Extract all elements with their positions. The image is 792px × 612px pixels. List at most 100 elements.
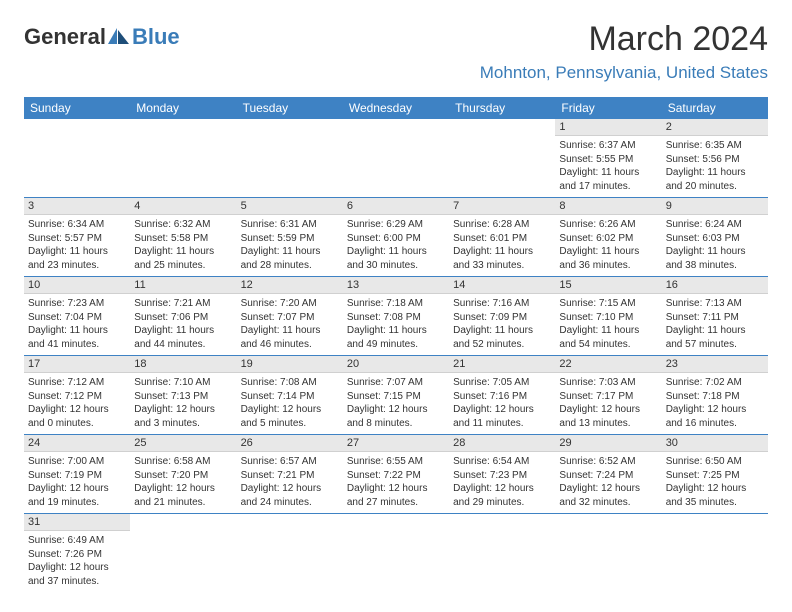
weekday-header: Sunday (24, 97, 130, 119)
day-number: 5 (237, 198, 343, 215)
day-number: 25 (130, 435, 236, 452)
day-info: Sunrise: 7:21 AMSunset: 7:06 PMDaylight:… (130, 294, 236, 355)
calendar-day: 11Sunrise: 7:21 AMSunset: 7:06 PMDayligh… (130, 277, 236, 356)
calendar-day: 16Sunrise: 7:13 AMSunset: 7:11 PMDayligh… (662, 277, 768, 356)
calendar-day: 3Sunrise: 6:34 AMSunset: 5:57 PMDaylight… (24, 198, 130, 277)
logo: General Blue (24, 24, 180, 50)
day-number: 17 (24, 356, 130, 373)
calendar-day: 12Sunrise: 7:20 AMSunset: 7:07 PMDayligh… (237, 277, 343, 356)
calendar-week: 10Sunrise: 7:23 AMSunset: 7:04 PMDayligh… (24, 277, 768, 356)
day-number: 7 (449, 198, 555, 215)
day-info: Sunrise: 7:08 AMSunset: 7:14 PMDaylight:… (237, 373, 343, 434)
calendar-day: 9Sunrise: 6:24 AMSunset: 6:03 PMDaylight… (662, 198, 768, 277)
day-info: Sunrise: 7:13 AMSunset: 7:11 PMDaylight:… (662, 294, 768, 355)
day-number: 14 (449, 277, 555, 294)
calendar-day: 31Sunrise: 6:49 AMSunset: 7:26 PMDayligh… (24, 514, 130, 593)
calendar-day: 23Sunrise: 7:02 AMSunset: 7:18 PMDayligh… (662, 356, 768, 435)
day-number: 23 (662, 356, 768, 373)
calendar-day: 20Sunrise: 7:07 AMSunset: 7:15 PMDayligh… (343, 356, 449, 435)
calendar-empty (24, 119, 130, 198)
weekday-header: Monday (130, 97, 236, 119)
day-number: 19 (237, 356, 343, 373)
day-info: Sunrise: 7:20 AMSunset: 7:07 PMDaylight:… (237, 294, 343, 355)
calendar-week: 3Sunrise: 6:34 AMSunset: 5:57 PMDaylight… (24, 198, 768, 277)
month-title: March 2024 (480, 20, 768, 59)
calendar-day: 29Sunrise: 6:52 AMSunset: 7:24 PMDayligh… (555, 435, 661, 514)
calendar-day: 8Sunrise: 6:26 AMSunset: 6:02 PMDaylight… (555, 198, 661, 277)
calendar-day: 18Sunrise: 7:10 AMSunset: 7:13 PMDayligh… (130, 356, 236, 435)
day-info: Sunrise: 6:28 AMSunset: 6:01 PMDaylight:… (449, 215, 555, 276)
calendar-day: 30Sunrise: 6:50 AMSunset: 7:25 PMDayligh… (662, 435, 768, 514)
weekday-header: Wednesday (343, 97, 449, 119)
calendar-day: 22Sunrise: 7:03 AMSunset: 7:17 PMDayligh… (555, 356, 661, 435)
day-info: Sunrise: 6:32 AMSunset: 5:58 PMDaylight:… (130, 215, 236, 276)
calendar-empty (662, 514, 768, 593)
day-number: 31 (24, 514, 130, 531)
weekday-header: Saturday (662, 97, 768, 119)
calendar-day: 25Sunrise: 6:58 AMSunset: 7:20 PMDayligh… (130, 435, 236, 514)
day-number: 12 (237, 277, 343, 294)
calendar-week: 17Sunrise: 7:12 AMSunset: 7:12 PMDayligh… (24, 356, 768, 435)
day-number: 3 (24, 198, 130, 215)
calendar-empty (343, 514, 449, 593)
day-number: 15 (555, 277, 661, 294)
day-info: Sunrise: 7:16 AMSunset: 7:09 PMDaylight:… (449, 294, 555, 355)
location: Mohnton, Pennsylvania, United States (480, 63, 768, 83)
calendar-week: 24Sunrise: 7:00 AMSunset: 7:19 PMDayligh… (24, 435, 768, 514)
day-info: Sunrise: 7:05 AMSunset: 7:16 PMDaylight:… (449, 373, 555, 434)
calendar-day: 2Sunrise: 6:35 AMSunset: 5:56 PMDaylight… (662, 119, 768, 198)
calendar-day: 24Sunrise: 7:00 AMSunset: 7:19 PMDayligh… (24, 435, 130, 514)
day-number: 9 (662, 198, 768, 215)
calendar-week: 31Sunrise: 6:49 AMSunset: 7:26 PMDayligh… (24, 514, 768, 593)
day-info: Sunrise: 6:24 AMSunset: 6:03 PMDaylight:… (662, 215, 768, 276)
title-block: March 2024 Mohnton, Pennsylvania, United… (480, 20, 768, 83)
calendar-day: 7Sunrise: 6:28 AMSunset: 6:01 PMDaylight… (449, 198, 555, 277)
calendar-day: 10Sunrise: 7:23 AMSunset: 7:04 PMDayligh… (24, 277, 130, 356)
day-info: Sunrise: 6:55 AMSunset: 7:22 PMDaylight:… (343, 452, 449, 513)
day-number: 27 (343, 435, 449, 452)
day-number: 4 (130, 198, 236, 215)
calendar-day: 14Sunrise: 7:16 AMSunset: 7:09 PMDayligh… (449, 277, 555, 356)
day-info: Sunrise: 6:34 AMSunset: 5:57 PMDaylight:… (24, 215, 130, 276)
calendar-day: 19Sunrise: 7:08 AMSunset: 7:14 PMDayligh… (237, 356, 343, 435)
day-number: 22 (555, 356, 661, 373)
day-info: Sunrise: 6:31 AMSunset: 5:59 PMDaylight:… (237, 215, 343, 276)
calendar-empty (130, 514, 236, 593)
calendar-day: 15Sunrise: 7:15 AMSunset: 7:10 PMDayligh… (555, 277, 661, 356)
calendar-table: SundayMondayTuesdayWednesdayThursdayFrid… (24, 97, 768, 592)
calendar-empty (237, 514, 343, 593)
day-info: Sunrise: 6:52 AMSunset: 7:24 PMDaylight:… (555, 452, 661, 513)
calendar-empty (237, 119, 343, 198)
day-info: Sunrise: 6:50 AMSunset: 7:25 PMDaylight:… (662, 452, 768, 513)
day-number: 18 (130, 356, 236, 373)
day-info: Sunrise: 7:00 AMSunset: 7:19 PMDaylight:… (24, 452, 130, 513)
day-number: 26 (237, 435, 343, 452)
weekday-header-row: SundayMondayTuesdayWednesdayThursdayFrid… (24, 97, 768, 119)
logo-text-general: General (24, 24, 106, 50)
day-info: Sunrise: 7:15 AMSunset: 7:10 PMDaylight:… (555, 294, 661, 355)
calendar-day: 27Sunrise: 6:55 AMSunset: 7:22 PMDayligh… (343, 435, 449, 514)
day-info: Sunrise: 6:54 AMSunset: 7:23 PMDaylight:… (449, 452, 555, 513)
day-info: Sunrise: 6:26 AMSunset: 6:02 PMDaylight:… (555, 215, 661, 276)
day-info: Sunrise: 6:35 AMSunset: 5:56 PMDaylight:… (662, 136, 768, 197)
day-number: 2 (662, 119, 768, 136)
calendar-day: 26Sunrise: 6:57 AMSunset: 7:21 PMDayligh… (237, 435, 343, 514)
day-number: 30 (662, 435, 768, 452)
day-info: Sunrise: 7:10 AMSunset: 7:13 PMDaylight:… (130, 373, 236, 434)
logo-text-blue: Blue (132, 24, 180, 50)
day-info: Sunrise: 7:07 AMSunset: 7:15 PMDaylight:… (343, 373, 449, 434)
day-info: Sunrise: 7:23 AMSunset: 7:04 PMDaylight:… (24, 294, 130, 355)
day-number: 28 (449, 435, 555, 452)
day-info: Sunrise: 7:18 AMSunset: 7:08 PMDaylight:… (343, 294, 449, 355)
day-info: Sunrise: 7:12 AMSunset: 7:12 PMDaylight:… (24, 373, 130, 434)
calendar-empty (343, 119, 449, 198)
calendar-day: 17Sunrise: 7:12 AMSunset: 7:12 PMDayligh… (24, 356, 130, 435)
day-info: Sunrise: 7:02 AMSunset: 7:18 PMDaylight:… (662, 373, 768, 434)
sail-icon (108, 28, 130, 46)
day-info: Sunrise: 7:03 AMSunset: 7:17 PMDaylight:… (555, 373, 661, 434)
day-number: 20 (343, 356, 449, 373)
calendar-day: 21Sunrise: 7:05 AMSunset: 7:16 PMDayligh… (449, 356, 555, 435)
day-info: Sunrise: 6:49 AMSunset: 7:26 PMDaylight:… (24, 531, 130, 592)
header: General Blue March 2024 Mohnton, Pennsyl… (24, 20, 768, 83)
calendar-empty (555, 514, 661, 593)
